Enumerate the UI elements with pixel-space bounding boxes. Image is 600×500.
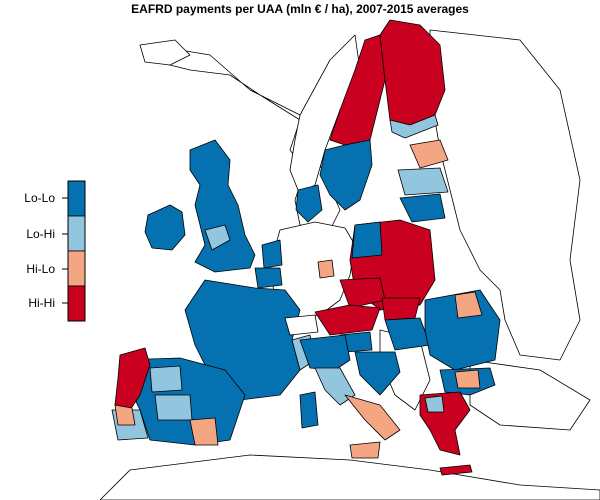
region-latvia [397,167,449,196]
region-uk-lohi [204,224,231,251]
legend-swatch-hi-lo [67,250,86,287]
legend-swatch-hi-hi [67,285,86,322]
legend-label-lo-hi: Lo-Hi [26,227,55,241]
region-switzerland [284,314,319,336]
region-sweden [329,34,386,146]
legend-swatch-lo-lo [67,180,86,217]
region-germany [269,221,356,319]
region-germany-hilo [317,259,335,279]
region-austria [314,304,381,336]
region-ireland [144,204,186,251]
region-crete [439,464,473,476]
region-belgium [254,267,283,289]
region-sardinia [299,391,319,429]
region-finland-south [389,114,439,139]
region-portugal-south [114,404,136,426]
legend-label-hi-lo: Hi-Lo [26,262,55,276]
legend-swatch-lo-hi [67,215,86,252]
legend: Lo-Lo Lo-Hi Hi-Lo Hi-Hi [24,180,86,322]
map-title: EAFRD payments per UAA (mln € / ha), 200… [131,2,469,16]
legend-label-hi-hi: Hi-Hi [28,296,55,310]
region-greece-lohi [424,395,445,413]
region-bulgaria-hilo [454,369,481,389]
region-denmark [295,184,323,223]
region-estonia [409,139,449,169]
region-croatia [354,351,401,396]
region-island-north [139,39,191,66]
region-italy-north [299,334,351,371]
region-poland-west [351,221,383,259]
region-spain-lohi-2 [154,394,193,421]
region-italy-center [314,367,356,406]
region-romania [424,289,501,371]
region-netherlands [261,239,283,269]
region-romania-hilo [454,291,483,319]
region-spain-lohi-1 [149,365,183,393]
region-slovakia [381,297,421,321]
region-sicily [349,441,381,459]
region-spain-hilo [189,417,219,446]
region-sweden-south [319,139,373,211]
legend-label-lo-lo: Lo-Lo [24,191,55,205]
region-lithuania [399,193,446,223]
region-uk [189,139,256,273]
region-portugal [114,347,151,411]
region-italy-south [344,394,401,441]
